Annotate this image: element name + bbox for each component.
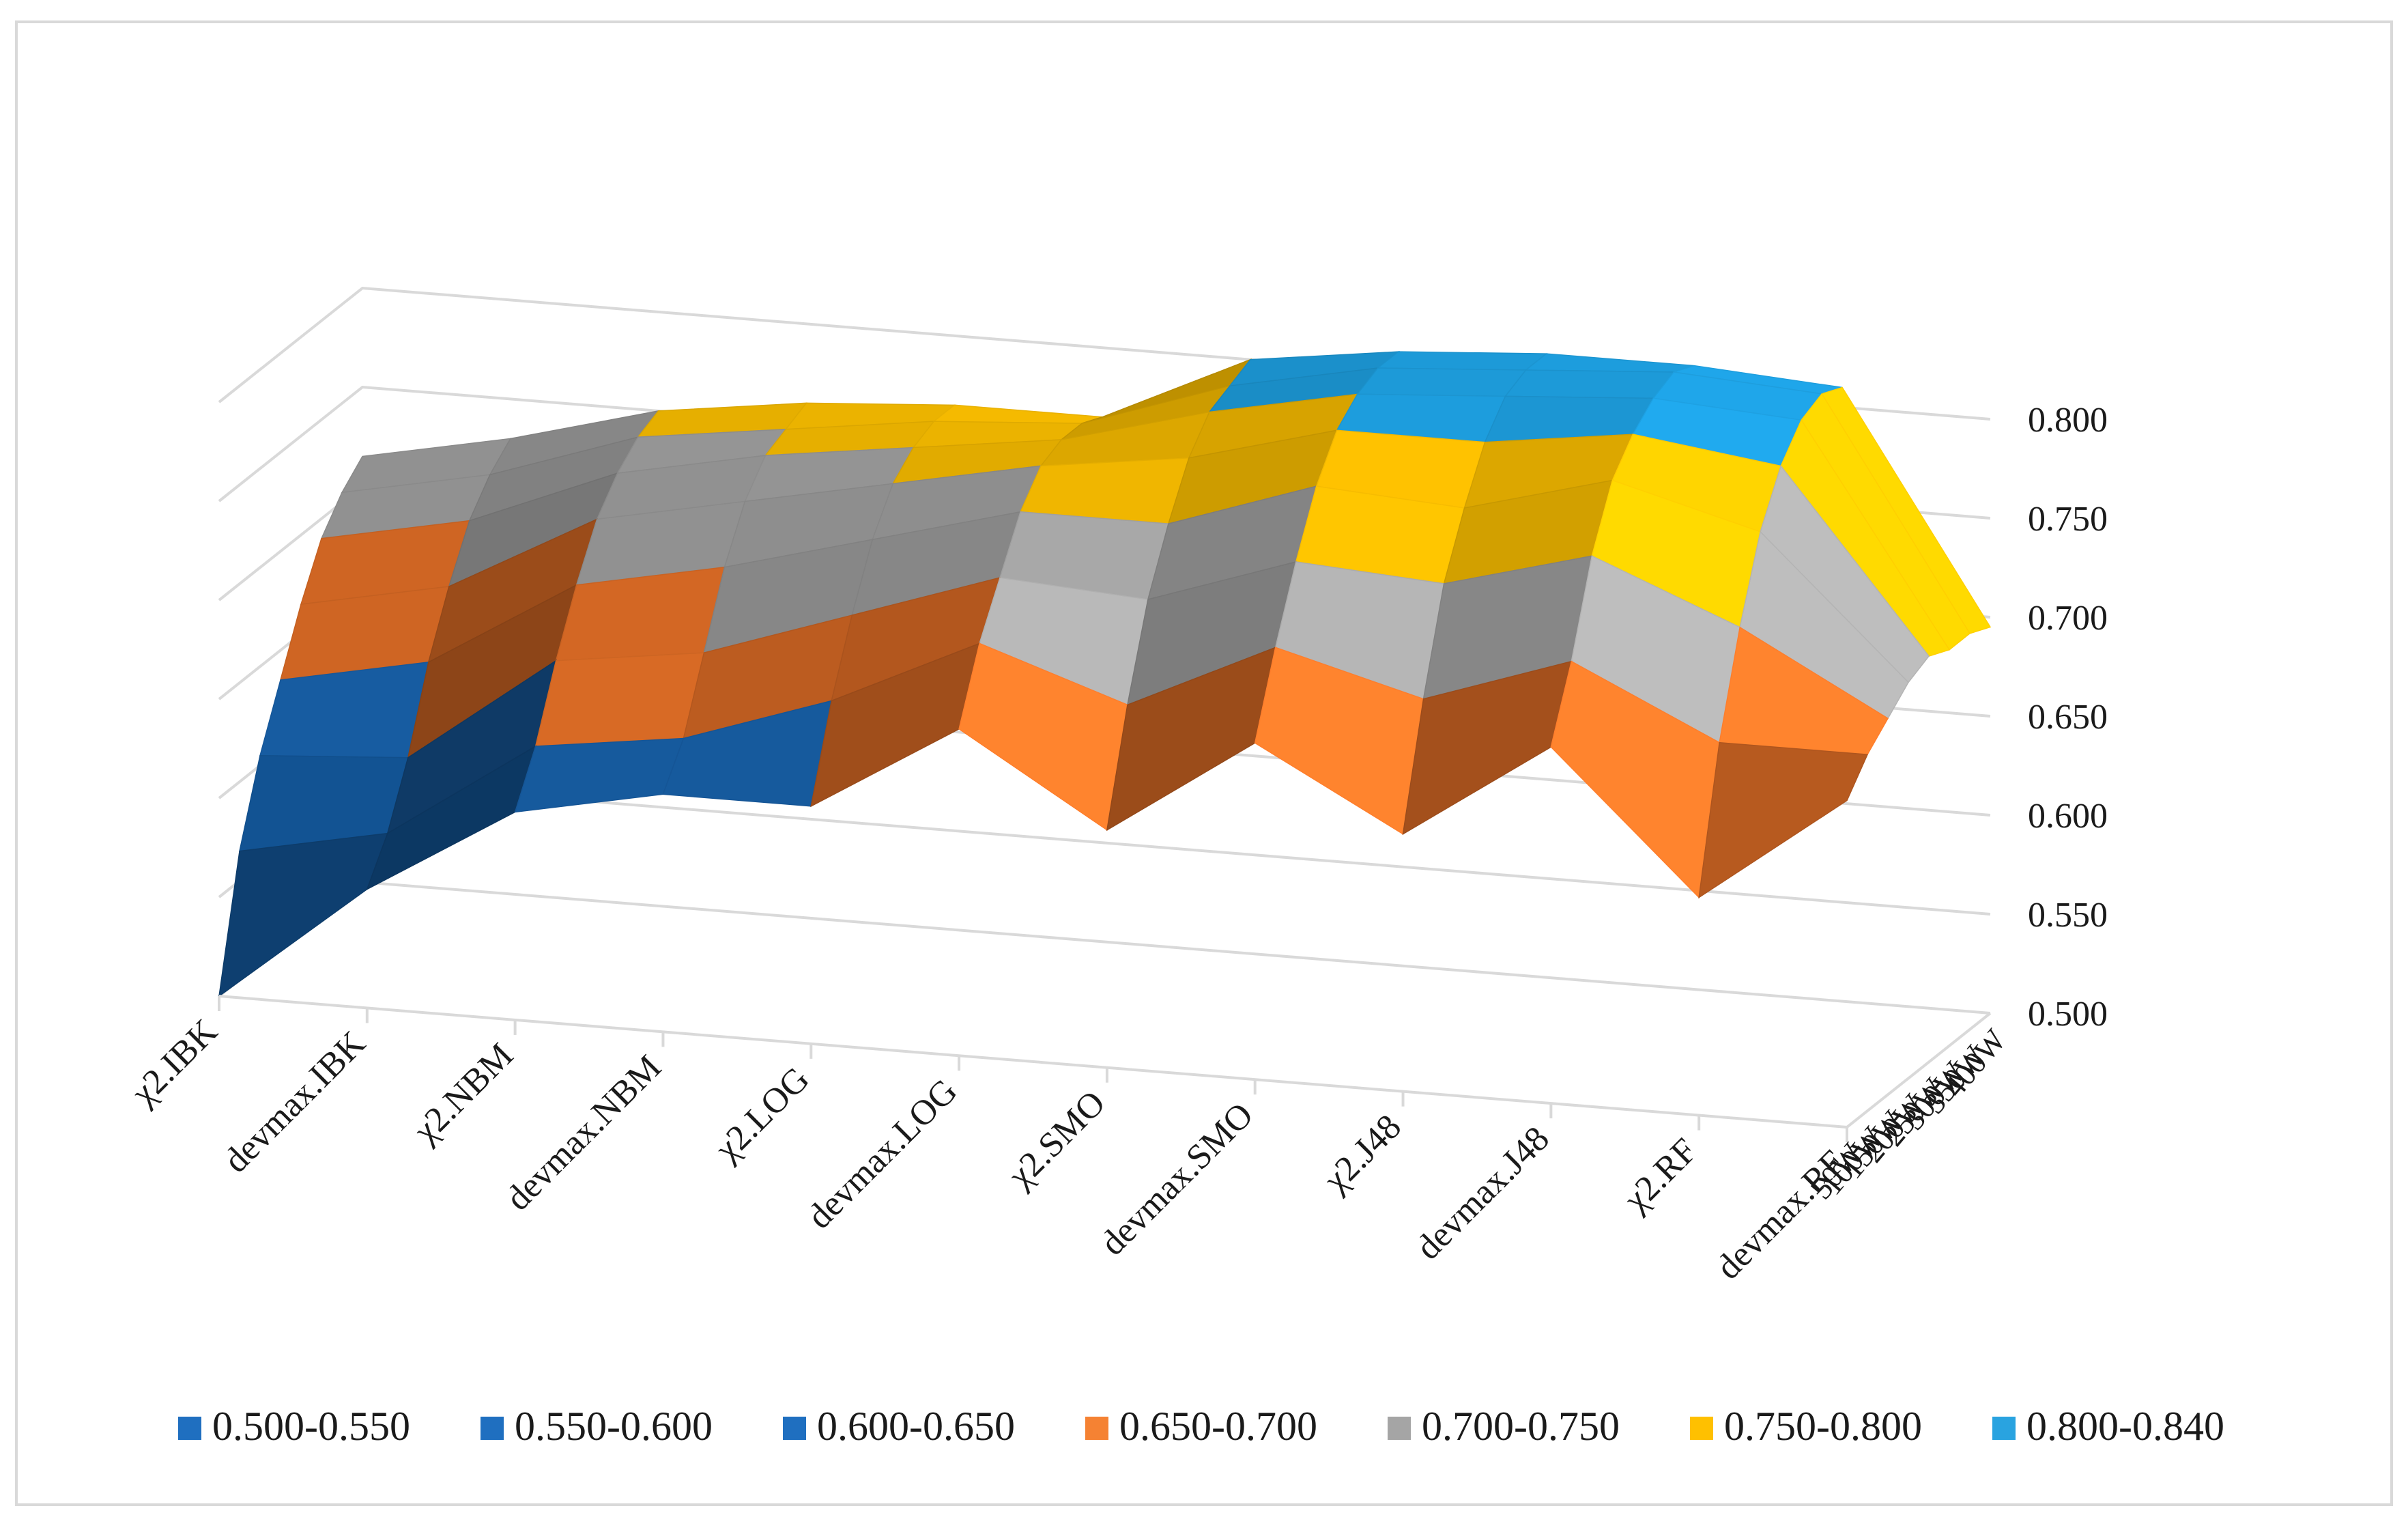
legend-swatch bbox=[1690, 1417, 1713, 1440]
legend-label: 0.750-0.800 bbox=[1724, 1404, 1922, 1449]
x-tick-label: χ2.RF bbox=[1616, 1131, 1705, 1220]
legend-swatch bbox=[1085, 1417, 1108, 1440]
surface-layer bbox=[218, 351, 1992, 997]
legend-label: 0.550-0.600 bbox=[515, 1404, 713, 1449]
legend-swatch bbox=[178, 1417, 201, 1440]
legend-label: 0.800-0.840 bbox=[2026, 1404, 2224, 1449]
legend-label: 0.600-0.650 bbox=[817, 1404, 1015, 1449]
z-tick-label: 0.650 bbox=[2028, 698, 2108, 737]
surface-chart: 0.500 0.550 0.600 0.650 0.700 0.750 0.800 χ2.IB… bbox=[124, 286, 2224, 1449]
surface-patch bbox=[1698, 741, 1869, 899]
x-tick-label: devmax.IBK bbox=[216, 1023, 373, 1180]
chart-frame: 0.500 0.550 0.600 0.650 0.700 0.750 0.800 χ2.IB… bbox=[15, 20, 2393, 1506]
legend-label: 0.700-0.750 bbox=[1422, 1404, 1620, 1449]
legend: 0.500-0.550 0.550-0.600 0.600-0.650 0.650-0… bbox=[178, 1404, 2224, 1449]
z-tick-label: 0.800 bbox=[2028, 401, 2108, 440]
surface-patch bbox=[218, 832, 388, 997]
legend-swatch bbox=[1388, 1417, 1411, 1440]
legend-swatch bbox=[783, 1417, 806, 1440]
depth-axis-line bbox=[1846, 1012, 1992, 1129]
x-tick-label: devmax.NBM bbox=[498, 1048, 669, 1219]
surface-patch bbox=[534, 652, 705, 747]
x-tick-label: χ2.NBM bbox=[405, 1036, 521, 1151]
legend-label: 0.500-0.550 bbox=[212, 1404, 410, 1449]
x-tick-label: χ2.SMO bbox=[1001, 1083, 1113, 1196]
z-tick-label: 0.750 bbox=[2028, 500, 2108, 539]
x-tick-label: χ2.J48 bbox=[1316, 1107, 1409, 1200]
z-tick-label: 0.600 bbox=[2028, 797, 2108, 836]
x-axis-line bbox=[218, 995, 1848, 1129]
x-tick-label: χ2.LOG bbox=[707, 1060, 816, 1169]
legend-swatch bbox=[481, 1417, 504, 1440]
gridline bbox=[218, 880, 1991, 1015]
surface-patch bbox=[1504, 369, 1675, 399]
z-tick-label: 0.700 bbox=[2028, 599, 2108, 638]
x-tick-label: devmax.LOG bbox=[800, 1071, 964, 1236]
surface-patch bbox=[932, 404, 1103, 424]
legend-swatch bbox=[1992, 1417, 2016, 1440]
x-tick-label: devmax.SMO bbox=[1093, 1095, 1261, 1263]
surface-patch bbox=[1524, 353, 1695, 373]
legend-label: 0.650-0.700 bbox=[1119, 1404, 1317, 1449]
z-tick-label: 0.500 bbox=[2028, 995, 2108, 1034]
x-tick-label: χ2.IBK bbox=[124, 1012, 225, 1114]
x-tick-label: devmax.J48 bbox=[1409, 1119, 1557, 1267]
z-tick-label: 0.550 bbox=[2028, 896, 2108, 935]
surface-patch bbox=[1356, 367, 1528, 397]
surface-patch bbox=[1376, 351, 1548, 371]
surface-patch bbox=[514, 737, 685, 813]
